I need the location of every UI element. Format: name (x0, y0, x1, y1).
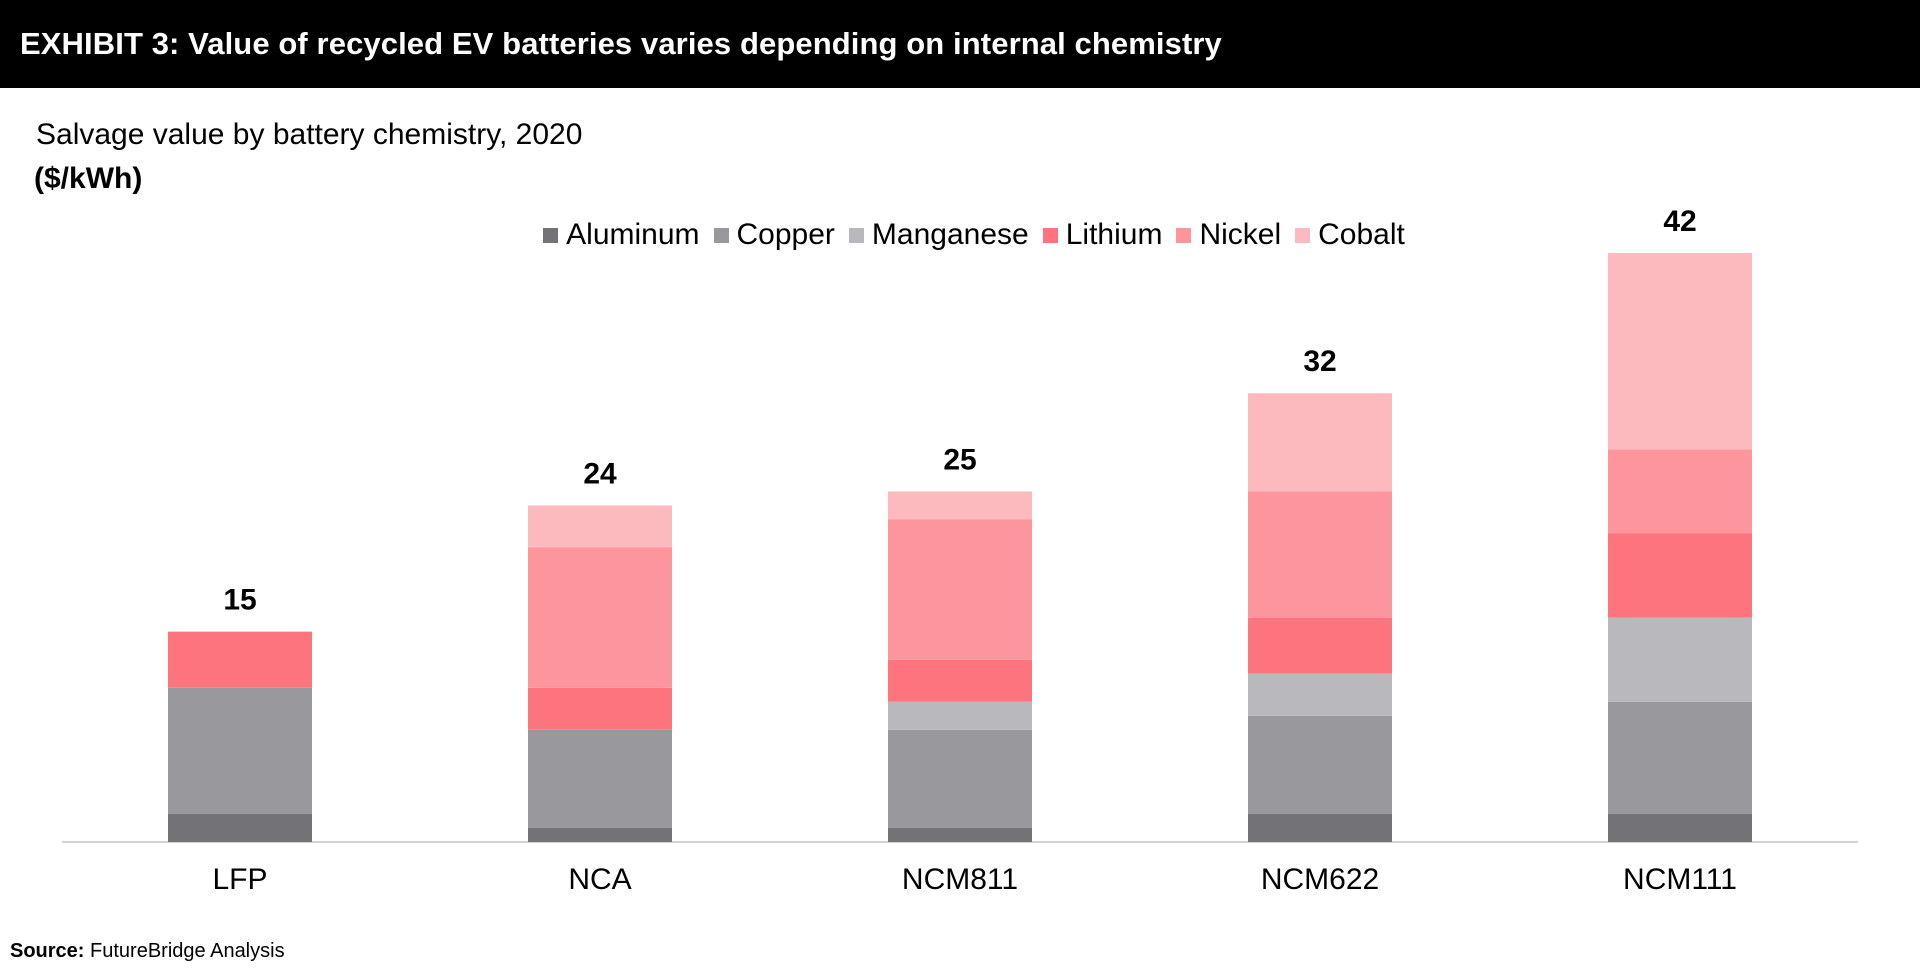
bar-segment-ncm811-aluminum (888, 827, 1032, 842)
legend-swatch (848, 227, 864, 243)
bar-segment-ncm811-lithium (888, 659, 1032, 702)
bar-segment-ncm622-copper (1248, 715, 1392, 814)
total-label-ncm811: 25 (943, 443, 976, 476)
legend-item-lithium: Lithium (1042, 218, 1163, 252)
total-label-ncm111: 42 (1663, 205, 1696, 238)
bar-segment-nca-lithium (528, 687, 672, 730)
legend-label: Cobalt (1318, 218, 1405, 251)
x-tick-label-ncm811: NCM811 (902, 863, 1018, 896)
legend-swatch (1176, 227, 1192, 243)
bar-segment-lfp-copper (168, 687, 312, 814)
bar-segment-lfp-lithium (168, 631, 312, 688)
legend-label: Lithium (1065, 218, 1163, 251)
source-label: Source: (10, 940, 85, 962)
bar-segment-ncm811-manganese (888, 701, 1032, 730)
total-label-ncm622: 32 (1303, 345, 1336, 378)
bar-segment-ncm111-manganese (1608, 617, 1752, 702)
legend-item-aluminum: Aluminum (543, 218, 700, 252)
legend-swatch (713, 227, 729, 243)
exhibit-header: EXHIBIT 3: Value of recycled EV batterie… (0, 0, 1920, 88)
legend-swatch (1295, 227, 1311, 243)
bar-segment-nca-cobalt (528, 505, 672, 548)
bar-segment-ncm111-aluminum (1608, 813, 1752, 842)
legend-label: Aluminum (566, 218, 700, 251)
chart-legend: Aluminum Copper Manganese Lithium Nickel Coba… (0, 218, 1920, 252)
bar-segment-ncm622-nickel (1248, 491, 1392, 618)
bar-segment-ncm111-nickel (1608, 449, 1752, 534)
source-text: FutureBridge Analysis (90, 940, 285, 962)
bar-segment-nca-copper (528, 729, 672, 828)
legend-swatch (543, 227, 559, 243)
legend-label: Copper (736, 218, 835, 251)
bar-segment-ncm811-nickel (888, 519, 1032, 660)
bar-segment-ncm622-cobalt (1248, 393, 1392, 492)
legend-label: Manganese (871, 218, 1029, 251)
bar-segment-nca-aluminum (528, 827, 672, 842)
legend-swatch (1042, 227, 1058, 243)
bar-segment-lfp-aluminum (168, 813, 312, 842)
source-note: Source: FutureBridge Analysis (10, 940, 285, 963)
legend-items: Aluminum Copper Manganese Lithium Nickel Coba… (543, 218, 1405, 252)
legend-item-copper: Copper (713, 218, 835, 252)
bar-segment-ncm111-cobalt (1608, 253, 1752, 450)
total-label-lfp: 15 (223, 584, 256, 617)
chart-title: Salvage value by battery chemistry, 2020 (36, 118, 583, 151)
bar-segment-ncm622-aluminum (1248, 813, 1392, 842)
bar-segment-ncm811-copper (888, 729, 1032, 828)
x-tick-label-nca: NCA (568, 863, 631, 896)
bar-segment-ncm111-lithium (1608, 533, 1752, 618)
x-tick-label-ncm622: NCM622 (1261, 863, 1379, 896)
legend-label: Nickel (1199, 218, 1282, 251)
legend-item-nickel: Nickel (1176, 218, 1281, 252)
bar-segment-ncm811-cobalt (888, 491, 1032, 520)
legend-item-manganese: Manganese (848, 218, 1029, 252)
exhibit-title: EXHIBIT 3: Value of recycled EV batterie… (20, 26, 1222, 61)
bar-segment-nca-nickel (528, 547, 672, 688)
legend-item-cobalt: Cobalt (1295, 218, 1405, 252)
bar-segment-ncm111-copper (1608, 701, 1752, 814)
bar-segment-ncm622-lithium (1248, 617, 1392, 674)
x-tick-label-ncm111: NCM111 (1623, 863, 1737, 896)
bar-segment-ncm622-manganese (1248, 673, 1392, 716)
total-label-nca: 24 (583, 457, 617, 490)
y-axis-unit: ($/kWh) (34, 162, 143, 195)
x-tick-label-lfp: LFP (212, 863, 267, 896)
